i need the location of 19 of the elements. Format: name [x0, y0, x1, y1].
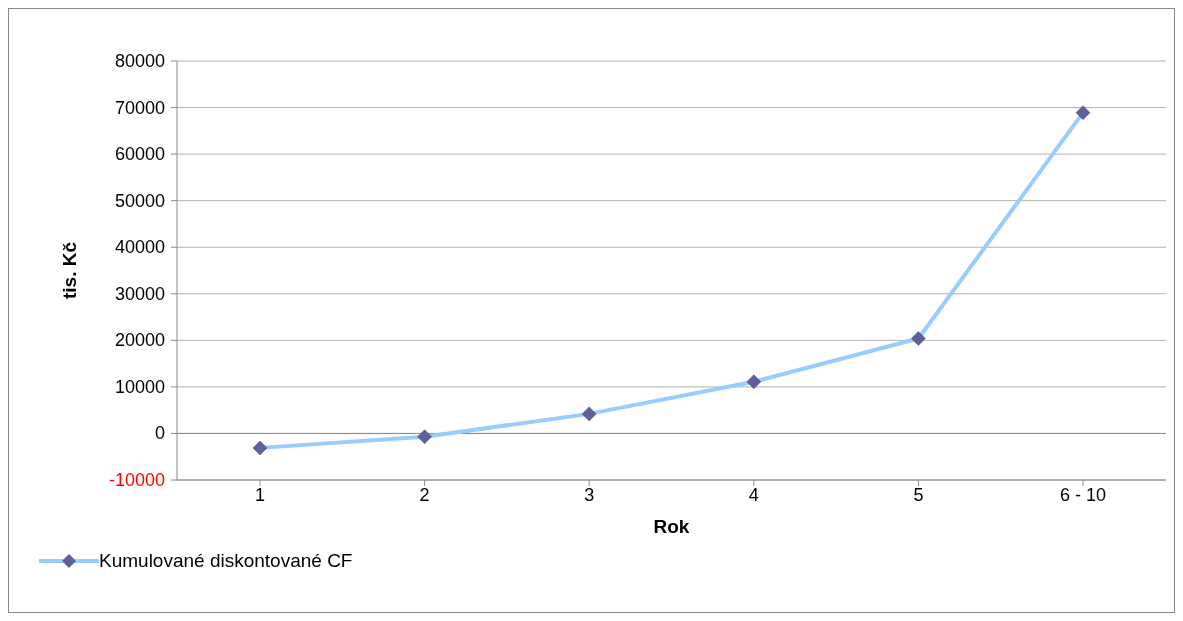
- x-tick-label: 6 - 10: [1059, 484, 1107, 505]
- x-tick-label: 4: [748, 484, 759, 505]
- x-tick-label: 2: [419, 484, 430, 505]
- y-tick-label: -10000: [108, 470, 165, 490]
- x-tick-label: 5: [913, 484, 924, 505]
- y-tick-label: 10000: [114, 376, 165, 397]
- y-tick-label: 20000: [114, 330, 165, 351]
- legend-label: Kumulované diskontované CF: [98, 550, 353, 572]
- y-axis-title: tis. Kč: [58, 241, 80, 300]
- y-tick-label: 30000: [114, 283, 165, 304]
- x-axis-title: Rok: [653, 516, 690, 538]
- y-tick-label: 40000: [114, 237, 165, 258]
- y-tick-label: 70000: [114, 97, 165, 118]
- y-tick-label: 50000: [114, 190, 165, 211]
- x-tick-label: 1: [254, 484, 266, 505]
- y-tick-label: 0: [154, 423, 165, 444]
- y-tick-label: 80000: [114, 51, 165, 71]
- x-tick-label: 3: [584, 484, 595, 505]
- y-tick-label: 60000: [114, 144, 165, 165]
